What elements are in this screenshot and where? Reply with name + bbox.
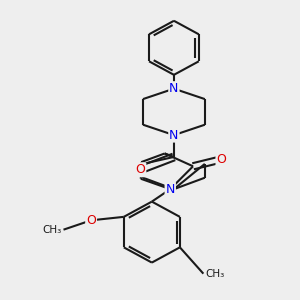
Text: N: N [169, 129, 178, 142]
Text: O: O [86, 214, 96, 227]
Text: N: N [166, 183, 175, 196]
Text: O: O [217, 153, 226, 166]
Text: CH₃: CH₃ [205, 269, 224, 279]
Text: CH₃: CH₃ [42, 225, 62, 235]
Text: N: N [169, 82, 178, 95]
Text: O: O [136, 163, 146, 176]
